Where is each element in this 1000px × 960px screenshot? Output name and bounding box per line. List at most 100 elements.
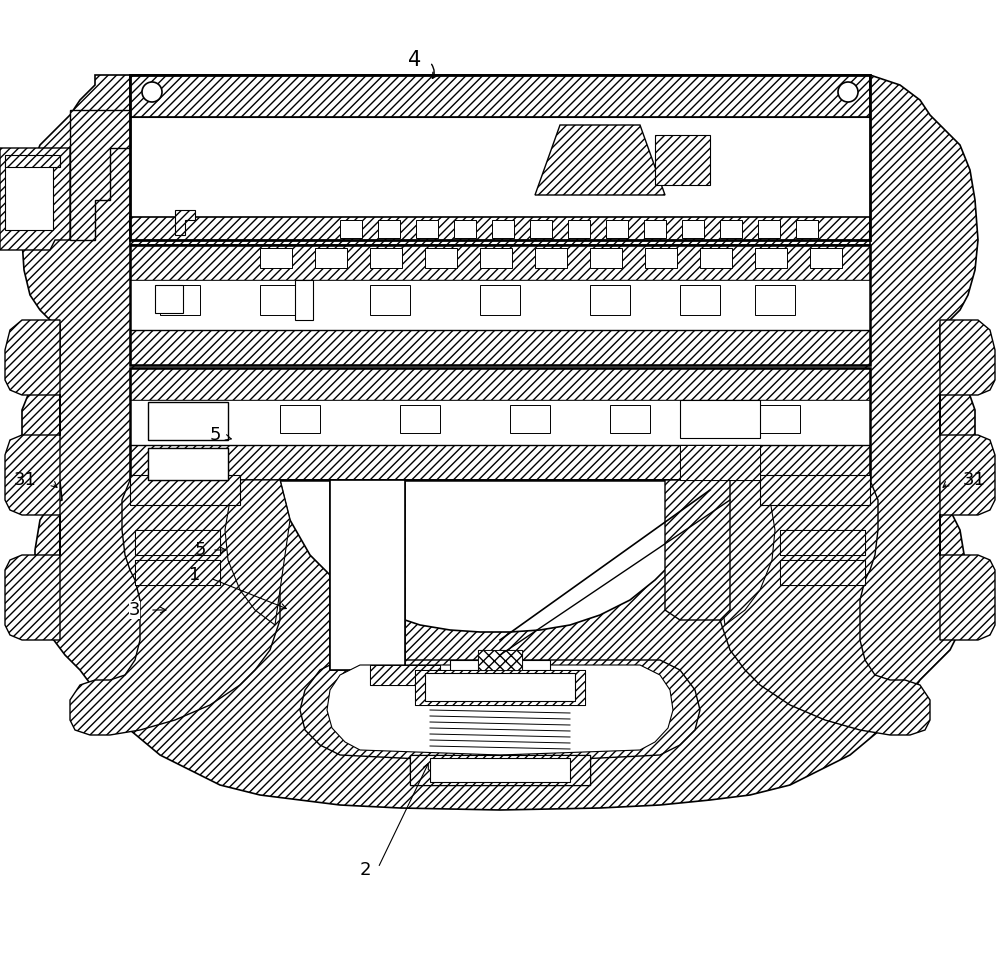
Polygon shape bbox=[720, 480, 930, 735]
Polygon shape bbox=[5, 320, 60, 640]
Bar bbox=[295, 280, 313, 320]
Bar bbox=[400, 405, 440, 433]
Bar bbox=[370, 285, 410, 315]
Bar bbox=[700, 405, 740, 433]
Bar bbox=[700, 248, 732, 268]
Bar bbox=[568, 220, 590, 238]
Bar bbox=[535, 248, 567, 268]
Bar bbox=[416, 220, 438, 238]
Bar bbox=[370, 248, 402, 268]
Bar bbox=[644, 220, 666, 238]
Polygon shape bbox=[710, 480, 775, 625]
Bar bbox=[130, 217, 870, 245]
Bar bbox=[680, 400, 760, 438]
Bar bbox=[760, 475, 870, 505]
Bar bbox=[796, 220, 818, 238]
Bar bbox=[720, 220, 742, 238]
Bar bbox=[315, 248, 347, 268]
Bar bbox=[148, 448, 228, 480]
Bar bbox=[415, 670, 585, 705]
Bar bbox=[454, 220, 476, 238]
Bar bbox=[130, 117, 870, 217]
Circle shape bbox=[838, 82, 858, 102]
Bar bbox=[130, 445, 870, 480]
Polygon shape bbox=[70, 110, 130, 240]
Bar bbox=[340, 220, 362, 238]
Bar bbox=[780, 530, 865, 555]
Bar bbox=[610, 405, 650, 433]
Bar bbox=[135, 530, 220, 555]
Bar bbox=[130, 75, 870, 117]
Bar bbox=[280, 405, 320, 433]
Bar bbox=[590, 285, 630, 315]
Bar bbox=[425, 673, 575, 701]
Bar bbox=[130, 400, 870, 445]
Bar bbox=[155, 285, 183, 313]
Polygon shape bbox=[175, 210, 195, 235]
Bar bbox=[130, 245, 870, 365]
Text: 5: 5 bbox=[194, 541, 206, 559]
Polygon shape bbox=[535, 125, 665, 195]
Bar bbox=[758, 220, 780, 238]
Bar bbox=[655, 135, 710, 185]
Bar bbox=[478, 650, 522, 670]
Bar bbox=[135, 560, 220, 585]
Text: 4: 4 bbox=[408, 50, 422, 70]
Bar bbox=[415, 670, 585, 705]
Bar bbox=[148, 402, 228, 440]
Bar bbox=[530, 220, 552, 238]
Bar bbox=[130, 280, 870, 330]
Bar bbox=[5, 160, 53, 230]
Bar bbox=[680, 445, 760, 480]
Bar bbox=[330, 480, 405, 670]
Polygon shape bbox=[22, 75, 978, 810]
Polygon shape bbox=[940, 320, 995, 640]
Bar bbox=[760, 405, 800, 433]
Bar bbox=[130, 368, 870, 480]
Bar bbox=[755, 285, 795, 315]
Bar bbox=[410, 755, 590, 785]
Bar bbox=[130, 245, 870, 280]
Bar bbox=[425, 248, 457, 268]
Bar bbox=[135, 530, 220, 555]
Bar bbox=[680, 445, 760, 480]
Bar bbox=[510, 405, 550, 433]
Bar bbox=[680, 285, 720, 315]
Text: 31: 31 bbox=[963, 471, 986, 489]
Circle shape bbox=[142, 82, 162, 102]
Polygon shape bbox=[140, 240, 860, 480]
Polygon shape bbox=[225, 480, 290, 625]
Bar bbox=[410, 755, 590, 785]
Polygon shape bbox=[0, 148, 70, 250]
Bar bbox=[378, 220, 400, 238]
Bar bbox=[645, 248, 677, 268]
Bar bbox=[590, 248, 622, 268]
Polygon shape bbox=[665, 480, 730, 620]
Bar bbox=[606, 220, 628, 238]
Bar bbox=[148, 448, 228, 480]
Bar bbox=[370, 665, 440, 685]
Bar bbox=[682, 220, 704, 238]
Bar bbox=[160, 405, 200, 433]
Bar bbox=[130, 330, 870, 365]
Bar bbox=[130, 75, 870, 240]
Bar bbox=[480, 248, 512, 268]
Bar bbox=[755, 248, 787, 268]
Polygon shape bbox=[330, 480, 405, 670]
Text: 2: 2 bbox=[359, 861, 371, 879]
Bar bbox=[260, 248, 292, 268]
Bar bbox=[135, 560, 220, 585]
Text: 5: 5 bbox=[209, 426, 221, 444]
Polygon shape bbox=[280, 480, 720, 632]
Bar bbox=[492, 220, 514, 238]
Polygon shape bbox=[300, 660, 700, 768]
Polygon shape bbox=[327, 665, 673, 755]
Bar bbox=[370, 665, 440, 685]
Bar bbox=[480, 285, 520, 315]
Bar bbox=[260, 285, 300, 315]
Bar bbox=[5, 155, 60, 167]
Text: 3: 3 bbox=[128, 601, 140, 619]
Bar bbox=[160, 285, 200, 315]
Bar bbox=[130, 368, 870, 400]
Polygon shape bbox=[70, 480, 280, 735]
